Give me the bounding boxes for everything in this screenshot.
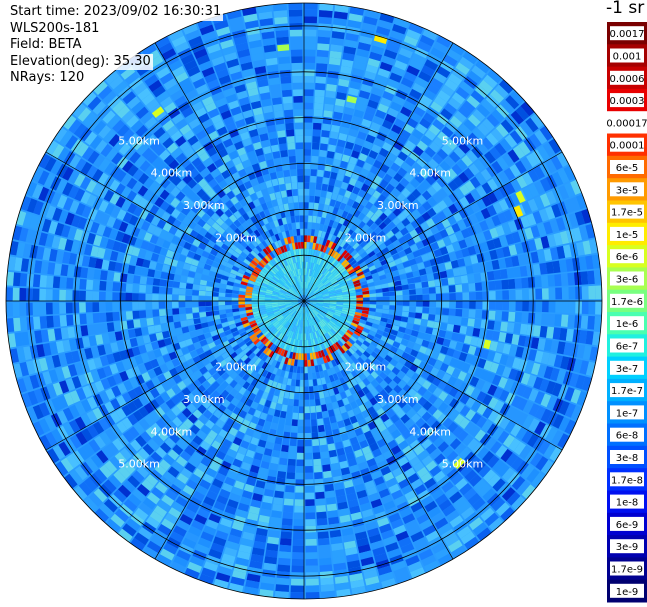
nrays-label: NRays: 120 — [8, 70, 87, 87]
colorbar-label-box — [610, 271, 644, 286]
range-ring-label: 3.00km — [183, 199, 225, 212]
colorbar-label-box — [610, 293, 644, 308]
range-ring-label: 5.00km — [442, 134, 484, 147]
azimuth-spoke — [154, 300, 305, 560]
colorbar-label: 1.7e-8 — [611, 475, 643, 486]
colorbar-label-box — [610, 249, 644, 264]
colorbar-label: 3e-9 — [616, 542, 639, 553]
colorbar-label: 0.0003 — [610, 96, 645, 107]
colorbar-label-box — [610, 115, 644, 130]
colorbar-label: 1e-8 — [616, 498, 639, 509]
range-ring-label: 2.00km — [215, 361, 257, 374]
colorbar-label: 0.0006 — [610, 74, 645, 85]
colorbar-label: 3e-7 — [616, 364, 639, 375]
colorbar-label-box — [610, 160, 644, 174]
azimuth-spoke — [303, 42, 454, 302]
colorbar-label-box — [610, 450, 644, 464]
azimuth-spoke — [303, 151, 563, 302]
colorbar-label-box — [610, 427, 644, 442]
instrument-label: WLS200s-181 — [8, 20, 102, 37]
colorbar-label-box — [610, 516, 644, 531]
colorbar-label: 0.0017 — [610, 29, 645, 40]
colorbar-label: 0.00017 — [606, 118, 647, 129]
colorbar-label-box — [610, 316, 644, 331]
colorbar-label-box — [610, 26, 644, 41]
range-ring-label: 3.00km — [183, 393, 225, 406]
range-ring-label: 5.00km — [118, 458, 160, 471]
colorbar-label: 3e-6 — [616, 275, 639, 286]
colorbar-label: 3e-5 — [616, 185, 639, 196]
colorbar-label: 1e-9 — [616, 587, 639, 598]
azimuth-spoke — [303, 300, 563, 451]
colorbar-label-box — [610, 137, 644, 152]
colorbar-label: 0.001 — [613, 52, 642, 63]
range-ring-label: 2.00km — [215, 231, 257, 244]
colorbar-label-box — [610, 182, 644, 197]
colorbar-label: 1e-6 — [616, 319, 639, 330]
colorbar-label-box — [610, 93, 644, 108]
colorbar-label-box — [610, 472, 644, 487]
colorbar-label: 1.7e-9 — [611, 565, 643, 576]
azimuth-spoke — [154, 42, 305, 302]
colorbar-label: 1.7e-6 — [611, 297, 643, 308]
azimuth-spoke — [303, 300, 454, 560]
colorbar-label-box — [610, 204, 644, 219]
range-ring-label: 5.00km — [118, 134, 160, 147]
range-ring-label: 2.00km — [345, 231, 387, 244]
colorbar-label-box — [610, 70, 644, 85]
range-ring-label: 5.00km — [442, 458, 484, 471]
colorbar-label-box — [610, 48, 644, 63]
colorbar-label-box — [610, 561, 644, 576]
colorbar-label: 1e-5 — [616, 230, 639, 241]
azimuth-spoke — [45, 300, 305, 451]
colorbar-label-box — [610, 360, 644, 375]
colorbar-label: 1.7e-5 — [611, 208, 643, 219]
field-label: Field: BETA — [8, 37, 84, 54]
scan-info: Start time: 2023/09/02 16:30:31 WLS200s-… — [8, 4, 224, 87]
colorbar-unit-label: -1 sr — [606, 0, 645, 18]
range-ring-label: 4.00km — [409, 425, 451, 438]
colorbar-label-box — [610, 583, 644, 598]
colorbar: 0.0017 0.001 0.0006 0.0003 0.00017 0.0001 6e-5… — [606, 22, 647, 603]
colorbar-label: 1.7e-7 — [611, 386, 643, 397]
colorbar-label: 1e-7 — [616, 408, 639, 419]
start-time-label: Start time: 2023/09/02 16:30:31 — [8, 4, 224, 21]
colorbar-label-box — [610, 494, 644, 509]
colorbar-label: 6e-8 — [616, 431, 639, 442]
azimuth-spoke — [45, 151, 305, 302]
colorbar-label: 6e-5 — [616, 163, 639, 174]
colorbar-label-box — [610, 226, 644, 241]
ppi-data-layer — [6, 3, 602, 599]
range-ring-label: 4.00km — [151, 425, 193, 438]
ppi-grid: 2.00km 2.00km 2.00km 2.00km 3.00km 3.00km 3.00… — [5, 2, 603, 600]
colorbar-label: 6e-6 — [616, 252, 639, 263]
colorbar-label-box — [610, 338, 644, 353]
range-ring-label: 3.00km — [377, 199, 419, 212]
colorbar-label: 0.0001 — [610, 141, 645, 152]
elevation-label: Elevation(deg): 35.30 — [8, 53, 153, 70]
range-ring-label: 2.00km — [345, 361, 387, 374]
range-ring-label: 4.00km — [409, 167, 451, 180]
colorbar-label: 3e-8 — [616, 453, 639, 464]
colorbar-label-box — [610, 539, 644, 554]
colorbar-label-box — [610, 405, 644, 420]
colorbar-label: 6e-9 — [616, 520, 639, 531]
colorbar-label-box — [610, 383, 644, 398]
range-ring-label: 3.00km — [377, 393, 419, 406]
colorbar-label: 6e-7 — [616, 342, 639, 353]
range-ring-label: 4.00km — [151, 167, 193, 180]
